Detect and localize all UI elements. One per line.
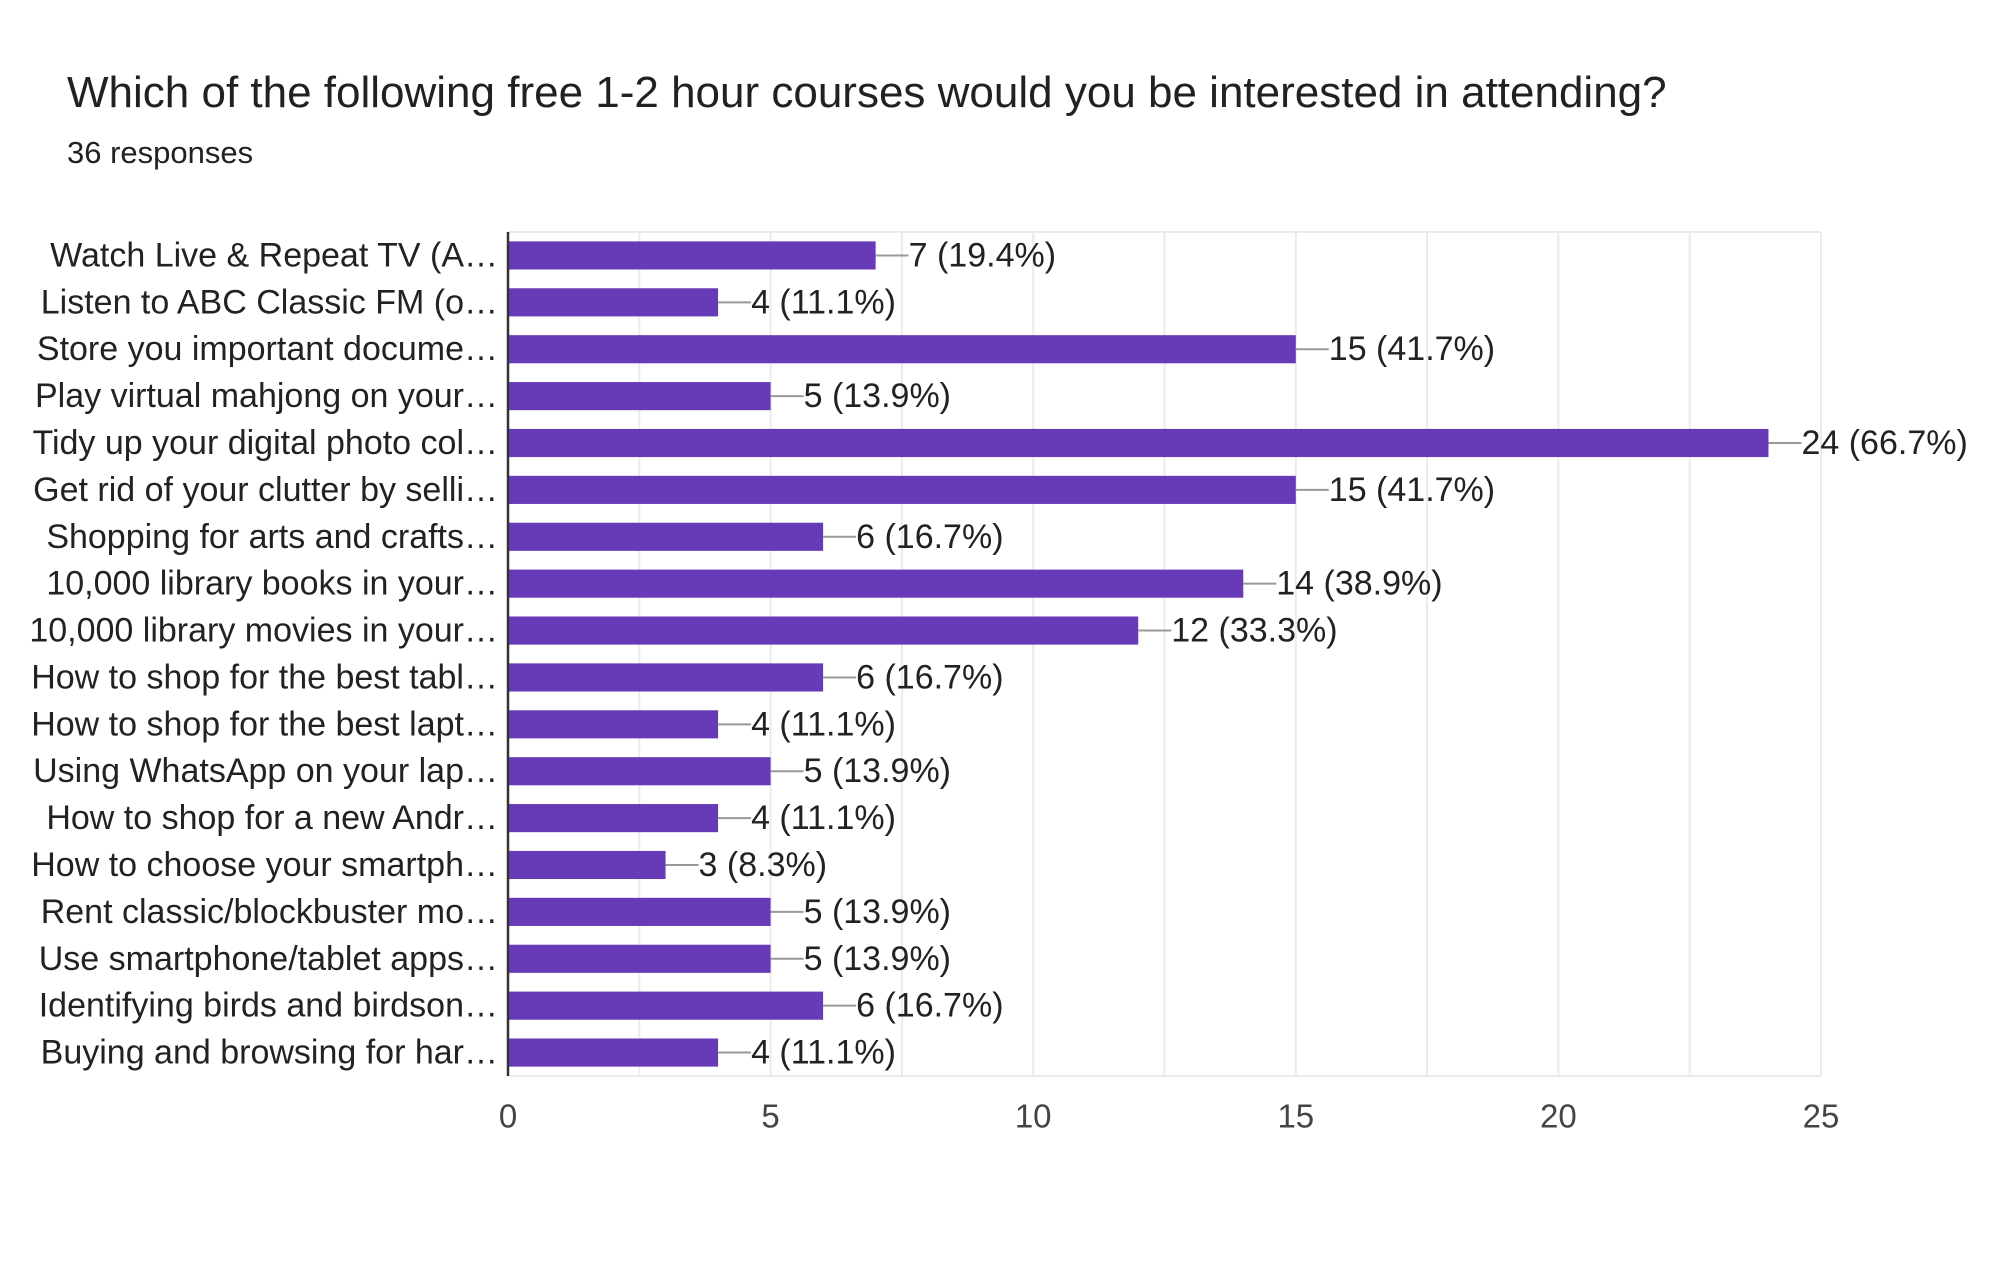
category-label: Watch Live & Repeat TV (A… [50, 236, 498, 274]
category-label: Tidy up your digital photo col… [32, 424, 498, 462]
bar [508, 288, 719, 317]
data-label: 4 (11.1%) [751, 705, 896, 743]
bars [508, 241, 1769, 1067]
category-label: 10,000 library movies in your… [29, 612, 498, 650]
category-label: 10,000 library books in your… [46, 565, 498, 603]
data-label: 6 (16.7%) [856, 658, 1003, 696]
category-label: Rent classic/blockbuster mo… [41, 893, 498, 931]
bar [508, 991, 824, 1020]
x-tick-label: 15 [1277, 1098, 1314, 1135]
data-label: 4 (11.1%) [751, 1034, 896, 1072]
data-labels: 7 (19.4%) 4 (11.1%) 15 (41.7%) 5 (13.9%) 24 … [665, 236, 1968, 1072]
category-label: How to shop for a new Andr… [46, 799, 498, 837]
bar [508, 382, 771, 411]
bar [508, 757, 771, 786]
response-count: 36 responses [67, 135, 254, 170]
data-label: 5 (13.9%) [804, 893, 951, 931]
category-label: Shopping for arts and crafts… [46, 518, 498, 556]
data-label: 4 (11.1%) [751, 283, 896, 321]
category-label: Use smartphone/tablet apps… [39, 940, 498, 978]
chart-title: Which of the following free 1-2 hour cou… [67, 68, 1667, 117]
data-label: 12 (33.3%) [1171, 612, 1337, 650]
bar [508, 569, 1244, 598]
bar [508, 850, 666, 880]
data-label: 15 (41.7%) [1329, 330, 1495, 368]
category-label: Identifying birds and birdson… [39, 987, 498, 1025]
x-axis-ticks: 0 5 10 15 20 25 [499, 1098, 1840, 1135]
data-label: 3 (8.3%) [699, 846, 828, 884]
data-label: 14 (38.9%) [1276, 565, 1442, 603]
bar [508, 944, 771, 973]
bar [508, 897, 771, 926]
data-label: 4 (11.1%) [751, 799, 896, 837]
category-label: How to shop for the best lapt… [31, 705, 498, 743]
bar [508, 241, 876, 270]
bar [508, 522, 824, 551]
bar [508, 616, 1139, 645]
category-label: Get rid of your clutter by selli… [33, 471, 498, 509]
category-label: Buying and browsing for har… [41, 1034, 498, 1072]
bar [508, 710, 719, 739]
bar [508, 1038, 719, 1067]
x-tick-label: 10 [1015, 1098, 1052, 1135]
bar [508, 804, 719, 833]
category-label: How to shop for the best tabl… [31, 658, 498, 696]
data-label: 6 (16.7%) [856, 987, 1003, 1025]
x-tick-label: 0 [499, 1098, 517, 1135]
category-labels: Watch Live & Repeat TV (A… Listen to ABC … [29, 236, 498, 1071]
category-label: Play virtual mahjong on your… [35, 377, 498, 415]
data-label: 24 (66.7%) [1801, 424, 1967, 462]
data-label: 6 (16.7%) [856, 518, 1003, 556]
data-label: 7 (19.4%) [909, 236, 1056, 274]
data-label: 5 (13.9%) [804, 377, 951, 415]
bar [508, 428, 1769, 458]
bar [508, 335, 1296, 364]
category-label: How to choose your smartph… [31, 846, 498, 884]
bar [508, 475, 1296, 504]
category-label: Using WhatsApp on your lap… [33, 752, 498, 790]
gridlines [507, 231, 1822, 1077]
bar [508, 663, 824, 692]
data-label: 15 (41.7%) [1329, 471, 1495, 509]
data-label: 5 (13.9%) [804, 752, 951, 790]
x-tick-label: 20 [1540, 1098, 1577, 1135]
category-label: Store you important docume… [37, 330, 498, 368]
x-tick-label: 5 [761, 1098, 779, 1135]
data-label: 5 (13.9%) [804, 940, 951, 978]
x-tick-label: 25 [1803, 1098, 1840, 1135]
category-label: Listen to ABC Classic FM (o… [41, 283, 498, 321]
